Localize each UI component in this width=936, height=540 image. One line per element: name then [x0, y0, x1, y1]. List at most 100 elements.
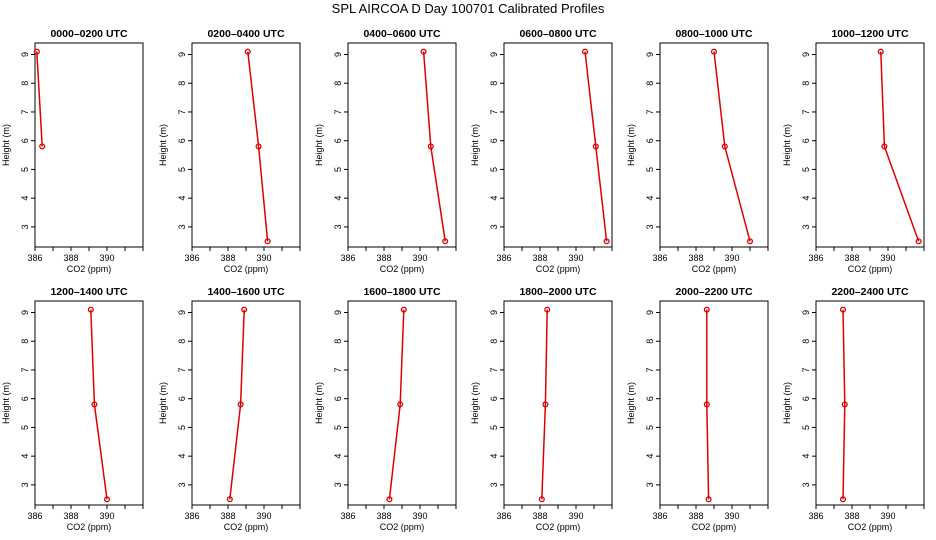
y-axis-label: Height (m) — [314, 124, 324, 166]
y-tick-label: 7 — [20, 109, 30, 114]
data-point — [91, 401, 98, 408]
x-tick-label: 386 — [340, 253, 355, 263]
x-tick-label: 390 — [568, 511, 583, 521]
y-axis-label: Height (m) — [470, 382, 480, 424]
data-point — [255, 143, 262, 150]
plot-frame — [34, 42, 144, 248]
y-tick-label: 4 — [645, 454, 655, 459]
y-tick-label: 5 — [333, 425, 343, 430]
x-tick-label: 388 — [63, 253, 78, 263]
x-tick-label: 390 — [412, 511, 427, 521]
x-tick-label: 388 — [376, 511, 391, 521]
x-axis-label: CO2 (ppm) — [380, 522, 425, 532]
y-tick-label: 8 — [177, 81, 187, 86]
y-tick-label: 8 — [177, 339, 187, 344]
y-tick-label: 8 — [489, 339, 499, 344]
profile-panel: 1200–1400 UTC 386 388 390 3 4 5 6 7 8 9 CO2 (ppm) He… — [1, 286, 144, 532]
y-tick-label: 7 — [20, 367, 30, 372]
y-tick-label: 7 — [801, 109, 811, 114]
data-point — [544, 306, 551, 313]
y-tick-label: 3 — [801, 224, 811, 229]
y-tick-label: 9 — [20, 310, 30, 315]
x-tick-label: 386 — [27, 253, 42, 263]
x-tick-label: 390 — [256, 253, 271, 263]
x-tick-label: 386 — [808, 511, 823, 521]
y-tick-label: 9 — [801, 310, 811, 315]
y-tick-label: 9 — [177, 310, 187, 315]
y-axis-label: Height (m) — [470, 124, 480, 166]
y-tick-label: 4 — [489, 196, 499, 201]
profile-panel: 0200–0400 UTC 386 388 390 3 4 5 6 7 8 9 CO2 (ppm) He… — [158, 28, 301, 274]
x-tick-label: 388 — [220, 511, 235, 521]
y-tick-label: 4 — [489, 454, 499, 459]
data-point — [603, 238, 610, 245]
plot-frame — [347, 42, 457, 248]
y-tick-label: 5 — [177, 167, 187, 172]
y-tick-label: 4 — [177, 454, 187, 459]
data-point — [241, 306, 248, 313]
profile-panel: 2200–2400 UTC 386 388 390 3 4 5 6 7 8 9 CO2 (ppm) He… — [782, 286, 925, 532]
y-tick-label: 7 — [801, 367, 811, 372]
y-tick-label: 8 — [801, 339, 811, 344]
page-title: SPL AIRCOA D Day 100701 Calibrated Profi… — [331, 1, 605, 16]
y-tick-label: 7 — [645, 367, 655, 372]
data-point — [877, 48, 884, 55]
profile-line — [422, 51, 446, 242]
x-tick-label: 388 — [844, 511, 859, 521]
x-tick-label: 386 — [27, 511, 42, 521]
profile-panel: 0400–0600 UTC 386 388 390 3 4 5 6 7 8 9 CO2 (ppm) He… — [314, 28, 457, 274]
y-tick-label: 9 — [20, 52, 30, 57]
y-tick-label: 7 — [177, 367, 187, 372]
data-point — [839, 306, 847, 313]
y-tick-label: 6 — [177, 396, 187, 401]
y-tick-label: 5 — [801, 425, 811, 430]
profile-line — [36, 51, 43, 147]
plot-frame — [191, 42, 301, 248]
x-tick-label: 388 — [844, 253, 859, 263]
y-tick-label: 6 — [177, 138, 187, 143]
y-tick-label: 7 — [333, 109, 343, 114]
data-point — [103, 496, 111, 503]
y-tick-label: 3 — [645, 482, 655, 487]
panel-title: 1200–1400 UTC — [50, 286, 127, 298]
panel-title: 1000–1200 UTC — [831, 28, 908, 40]
data-point — [264, 238, 271, 245]
y-tick-label: 3 — [645, 224, 655, 229]
data-point — [400, 306, 407, 313]
x-axis-label: CO2 (ppm) — [848, 522, 893, 532]
y-tick-label: 4 — [20, 196, 30, 201]
plot-frame — [659, 42, 769, 248]
y-tick-label: 7 — [177, 109, 187, 114]
data-point — [710, 48, 718, 55]
x-tick-label: 388 — [532, 253, 547, 263]
x-tick-label: 386 — [184, 253, 199, 263]
y-tick-label: 5 — [333, 167, 343, 172]
profile-line — [880, 51, 920, 242]
profile-panel: 1800–2000 UTC 386 388 390 3 4 5 6 7 8 9 CO2 (ppm) He… — [470, 286, 613, 532]
y-tick-label: 6 — [20, 138, 30, 143]
y-tick-label: 5 — [645, 167, 655, 172]
y-tick-label: 6 — [645, 138, 655, 143]
y-tick-label: 9 — [801, 52, 811, 57]
x-tick-label: 386 — [496, 253, 511, 263]
x-axis-label: CO2 (ppm) — [67, 522, 112, 532]
x-axis-label: CO2 (ppm) — [692, 264, 737, 274]
y-tick-label: 4 — [801, 196, 811, 201]
data-point — [39, 143, 46, 150]
y-tick-label: 6 — [645, 396, 655, 401]
y-axis-label: Height (m) — [1, 124, 11, 166]
profile-line — [713, 51, 751, 242]
y-tick-label: 6 — [20, 396, 30, 401]
x-axis-label: CO2 (ppm) — [67, 264, 112, 274]
x-tick-label: 390 — [99, 511, 114, 521]
panel-title: 2200–2400 UTC — [831, 286, 908, 298]
data-point — [538, 496, 545, 503]
x-axis-label: CO2 (ppm) — [224, 264, 269, 274]
x-tick-label: 390 — [880, 511, 895, 521]
y-tick-label: 4 — [333, 196, 343, 201]
y-axis-label: Height (m) — [782, 124, 792, 166]
y-tick-label: 8 — [489, 81, 499, 86]
x-tick-label: 386 — [184, 511, 199, 521]
y-tick-label: 8 — [645, 81, 655, 86]
panel-title: 1600–1800 UTC — [363, 286, 440, 298]
